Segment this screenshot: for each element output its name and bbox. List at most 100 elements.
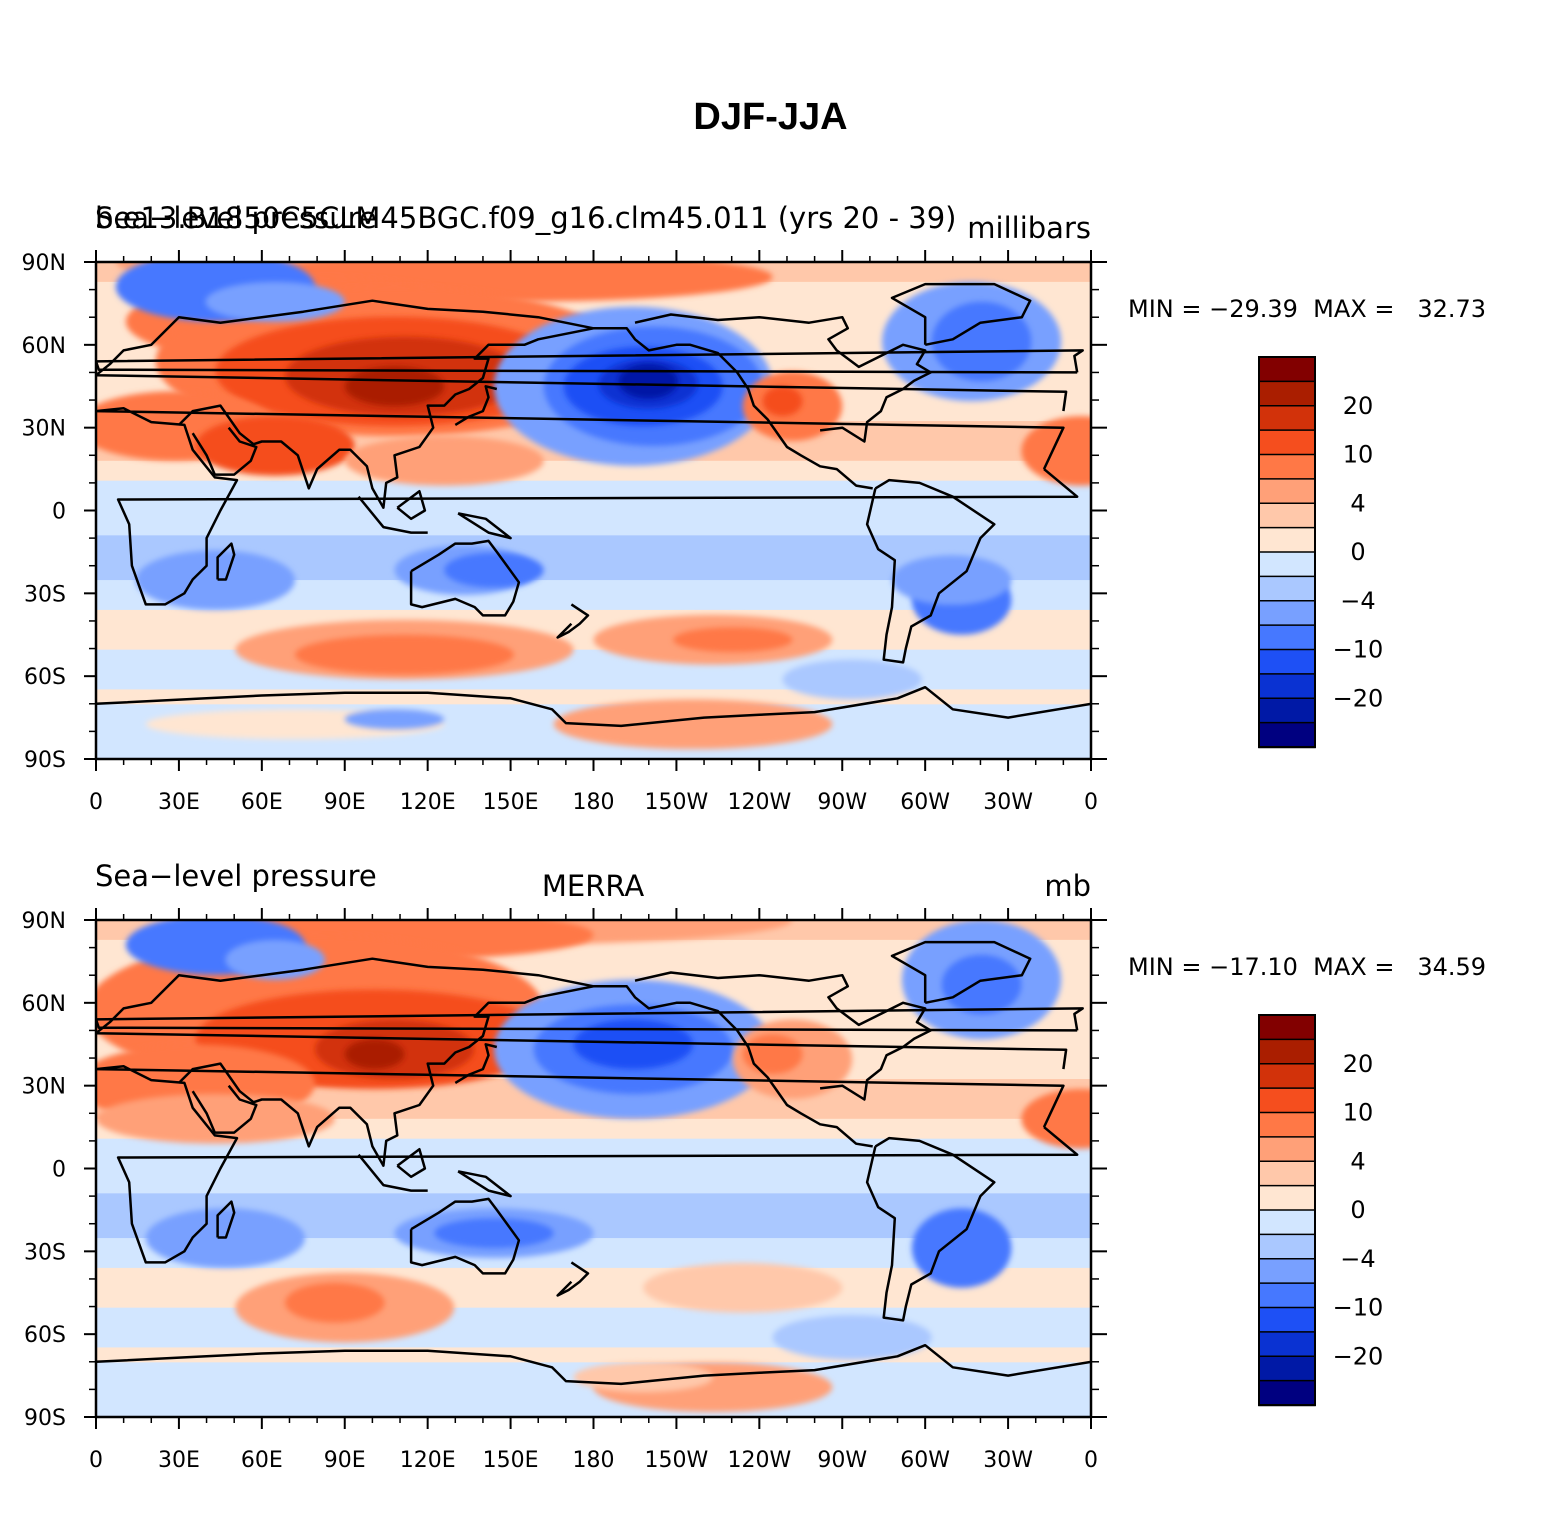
pressure-contour <box>553 699 833 750</box>
coastline <box>454 1043 498 1084</box>
x-tick-label: 120E <box>400 1448 456 1473</box>
x-tick-label: 30E <box>158 1448 200 1473</box>
panel-case-title: b.e13.B1850C5CLM45BGC.f09_g16.clm45.011 … <box>95 201 956 235</box>
y-tick-label: 90S <box>24 748 66 773</box>
coastline <box>457 512 512 540</box>
pressure-contour <box>673 627 793 653</box>
pressure-contour <box>762 386 803 417</box>
coastline <box>556 603 590 639</box>
colorbar-box <box>1258 673 1316 700</box>
pressure-contour <box>911 1208 1012 1288</box>
pressure-contour <box>931 301 1032 382</box>
colorbar-box <box>1258 453 1316 481</box>
coastline <box>890 940 1032 1005</box>
colorbar-box <box>1258 648 1316 676</box>
pressure-contour <box>772 1315 932 1360</box>
x-tick-label: 120W <box>727 790 791 815</box>
colorbar-box <box>1258 551 1316 578</box>
panel-left-title: Sea−level pressure <box>95 859 377 893</box>
x-tick-label: 60E <box>241 790 283 815</box>
colorbar-box <box>1258 502 1316 529</box>
coastline <box>409 539 521 617</box>
colorbar-label: −4 <box>1340 1245 1375 1273</box>
coastline <box>457 1170 512 1198</box>
colorbar-box <box>1258 1136 1316 1163</box>
pressure-contour <box>434 1218 554 1249</box>
x-tick-label: 150W <box>645 1448 709 1473</box>
colorbar-box <box>1258 1258 1316 1285</box>
colorbar-label: −10 <box>1333 1294 1384 1322</box>
pressure-contour <box>573 1019 693 1070</box>
min-max-stats: MIN = −29.39 MAX = 32.73 <box>1128 295 1486 323</box>
coastline <box>396 489 427 521</box>
y-tick-label: 90N <box>22 909 66 934</box>
coastline <box>409 1197 521 1275</box>
pressure-contour <box>1021 1088 1091 1149</box>
colorbar-frame <box>1258 1014 1316 1406</box>
colorbar-box <box>1258 1209 1316 1236</box>
coastline <box>96 1343 1091 1386</box>
pressure-contour <box>344 709 445 730</box>
x-tick-label: 0 <box>89 1448 103 1473</box>
colorbar-label: 10 <box>1343 1099 1374 1127</box>
pressure-contour <box>1021 416 1091 486</box>
x-tick-label: 0 <box>89 790 103 815</box>
colorbar-box <box>1258 1355 1316 1382</box>
y-tick-label: 30N <box>22 1075 66 1100</box>
colorbar-box <box>1258 526 1316 554</box>
coastline <box>556 1261 590 1297</box>
x-tick-label: 30W <box>983 790 1033 815</box>
x-tick-label: 90W <box>817 1448 867 1473</box>
x-tick-label: 60W <box>900 790 950 815</box>
coastline <box>865 478 996 664</box>
coastline <box>396 1147 427 1179</box>
y-tick-label: 30S <box>24 582 66 607</box>
y-tick-label: 0 <box>52 1158 66 1183</box>
colorbar-box <box>1258 429 1316 456</box>
colorbar-box <box>1258 1282 1316 1309</box>
y-tick-label: 90S <box>24 1406 66 1431</box>
min-max-stats: MIN = −17.10 MAX = 34.59 <box>1128 953 1486 981</box>
colorbar-box <box>1258 624 1316 651</box>
colorbar-label: −4 <box>1340 587 1375 615</box>
coastline <box>178 985 594 1167</box>
colorbar-box <box>1258 478 1316 505</box>
coastline <box>216 1200 236 1239</box>
pressure-contour <box>285 1282 385 1323</box>
panel-right-title: millibars <box>967 211 1091 245</box>
y-tick-label: 90N <box>22 251 66 276</box>
coastline <box>634 313 932 443</box>
coastline <box>593 327 873 490</box>
colorbar-box <box>1258 1160 1316 1187</box>
colorbar-frame <box>1258 356 1316 748</box>
panel-left-title: Sea−level pressure <box>95 201 377 235</box>
colorbar-box <box>1258 697 1316 724</box>
colorbar-label: 0 <box>1350 538 1365 566</box>
colorbar-box <box>1258 600 1316 627</box>
pressure-contour <box>195 416 355 476</box>
pressure-contour <box>344 366 445 407</box>
y-tick-label: 0 <box>52 500 66 525</box>
coastline <box>634 971 932 1101</box>
colorbar-label: 4 <box>1350 1147 1365 1175</box>
pressure-contour <box>96 1093 335 1144</box>
colorbar-label: 10 <box>1343 441 1374 469</box>
coastline <box>178 327 594 509</box>
pressure-contour <box>444 552 544 588</box>
colorbar-box <box>1258 1014 1316 1041</box>
y-tick-label: 60N <box>22 334 66 359</box>
x-tick-label: 0 <box>1084 1448 1098 1473</box>
colorbar-box <box>1258 1063 1316 1090</box>
x-tick-label: 90E <box>324 790 366 815</box>
colorbar-box <box>1258 721 1316 749</box>
shading-band <box>96 460 1091 482</box>
x-tick-label: 180 <box>573 1448 615 1473</box>
x-tick-label: 180 <box>573 790 615 815</box>
x-tick-label: 30W <box>983 1448 1033 1473</box>
coastline <box>593 985 873 1148</box>
colorbar-label: 4 <box>1350 489 1365 517</box>
colorbar-box <box>1258 1184 1316 1212</box>
colorbar-box <box>1258 1087 1316 1114</box>
y-tick-label: 60S <box>24 665 66 690</box>
colorbar-box <box>1258 405 1316 432</box>
